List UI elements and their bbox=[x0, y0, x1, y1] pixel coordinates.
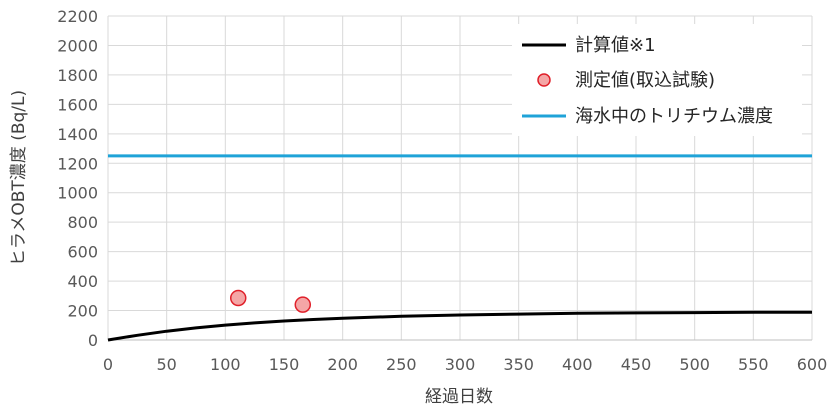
y-tick-label: 1000 bbox=[57, 184, 98, 203]
legend-label-calc: 計算値※1 bbox=[575, 35, 656, 56]
y-tick-label: 200 bbox=[67, 302, 98, 321]
y-tick-label: 0 bbox=[88, 331, 98, 350]
x-tick-label: 450 bbox=[621, 355, 652, 374]
x-tick-label: 50 bbox=[156, 355, 176, 374]
y-tick-label: 1600 bbox=[57, 95, 98, 114]
series-line-0 bbox=[107, 310, 813, 342]
y-axis-title: ヒラメOBT濃度 (Bq/L) bbox=[9, 90, 29, 266]
x-tick-label: 550 bbox=[738, 355, 769, 374]
x-tick-label: 100 bbox=[210, 355, 241, 374]
y-tick-label: 600 bbox=[67, 243, 98, 262]
legend-marker-measured bbox=[537, 73, 551, 87]
y-tick-label: 1200 bbox=[57, 154, 98, 173]
legend-label-measured: 測定値(取込試験) bbox=[575, 70, 715, 91]
y-tick-label: 800 bbox=[67, 213, 98, 232]
series-layer bbox=[107, 154, 813, 342]
x-tick-label: 0 bbox=[103, 355, 113, 374]
x-tick-label: 200 bbox=[327, 355, 358, 374]
y-tick-label: 2200 bbox=[57, 7, 98, 26]
x-tick-label: 600 bbox=[797, 355, 828, 374]
x-tick-label: 300 bbox=[445, 355, 476, 374]
tick-labels: 0200400600800100012001400160018002000220… bbox=[57, 7, 827, 374]
data-point bbox=[229, 289, 247, 307]
y-tick-label: 1400 bbox=[57, 125, 98, 144]
data-point bbox=[294, 296, 312, 313]
x-tick-label: 350 bbox=[503, 355, 534, 374]
x-tick-label: 150 bbox=[269, 355, 300, 374]
x-tick-label: 400 bbox=[562, 355, 593, 374]
legend-label-seawater: 海水中のトリチウム濃度 bbox=[575, 106, 773, 127]
x-axis-title: 経過日数 bbox=[425, 387, 493, 407]
y-tick-label: 400 bbox=[67, 272, 98, 291]
x-tick-label: 500 bbox=[679, 355, 710, 374]
y-tick-label: 2000 bbox=[57, 36, 98, 55]
legend: 計算値※1 測定値(取込試験) 海水中のトリチウム濃度 bbox=[512, 24, 802, 136]
x-tick-label: 250 bbox=[386, 355, 417, 374]
y-tick-label: 1800 bbox=[57, 66, 98, 85]
